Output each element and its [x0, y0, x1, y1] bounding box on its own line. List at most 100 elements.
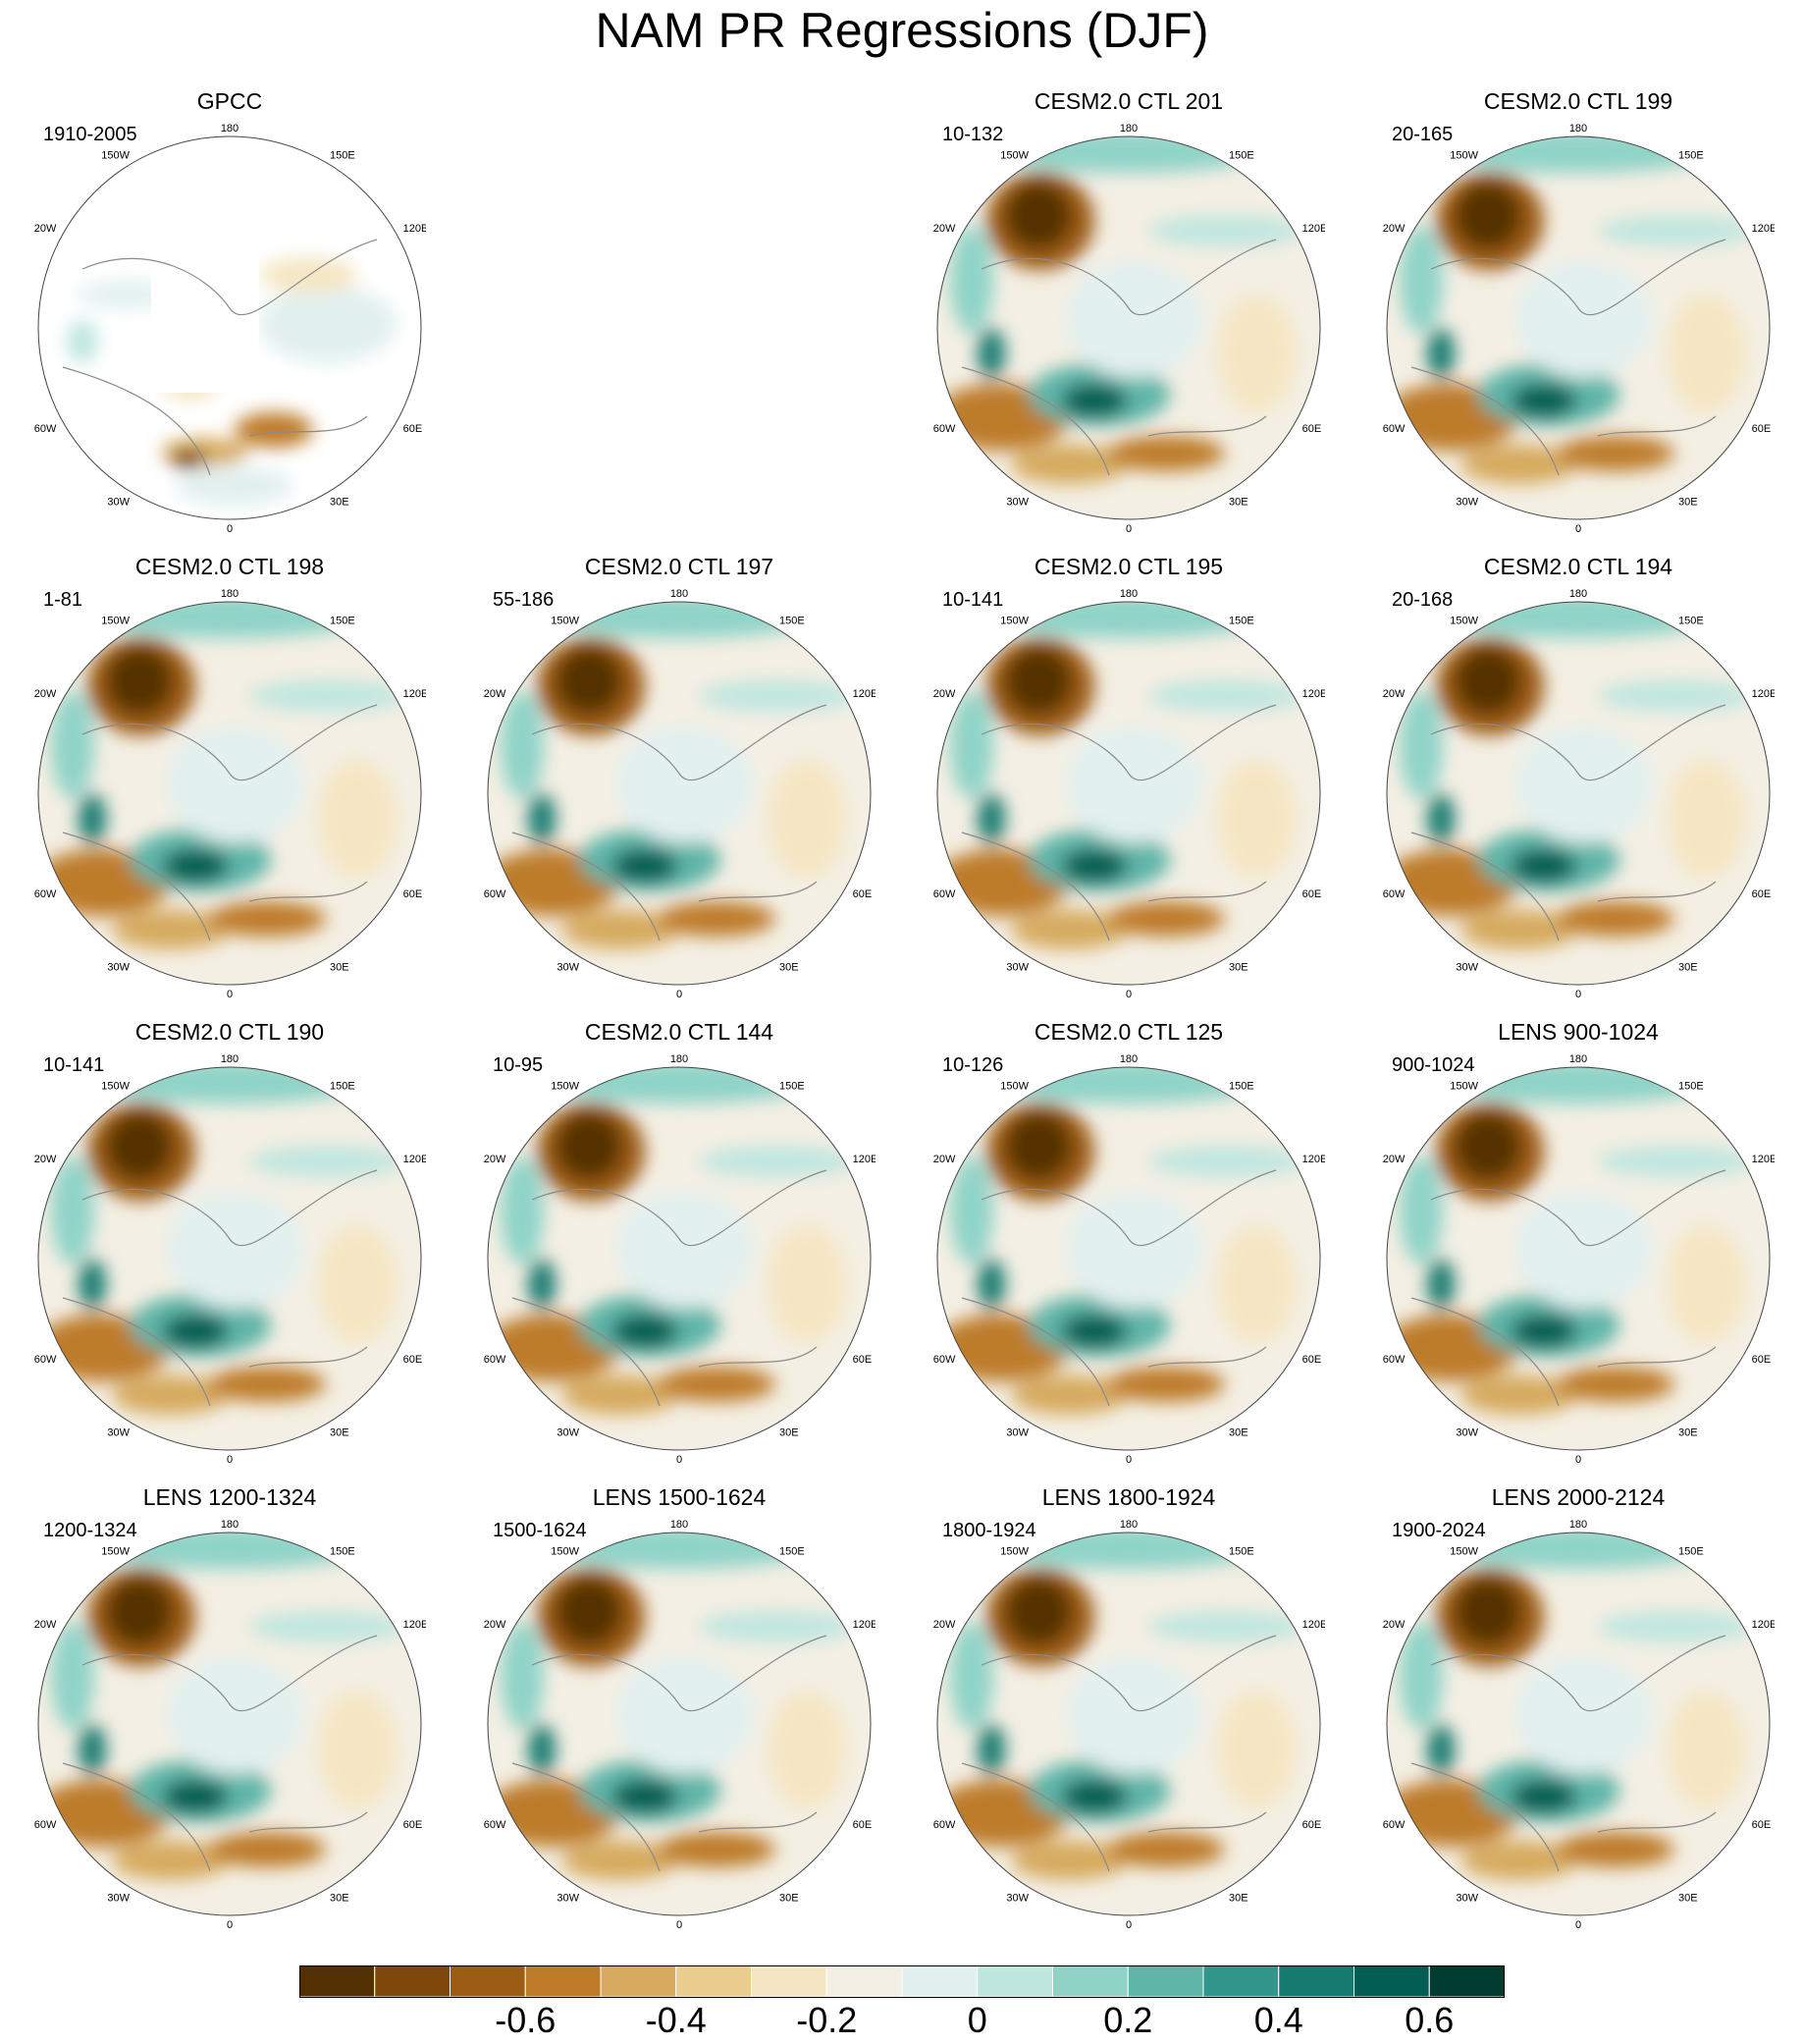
- coastline: [698, 881, 818, 902]
- longitude-label: 30E: [1229, 1427, 1248, 1439]
- mediterranean-negative: [208, 901, 326, 937]
- pacific-negative-core: [106, 1579, 173, 1645]
- longitude-label: 150W: [1000, 1545, 1029, 1557]
- longitude-label: 60E: [1752, 423, 1772, 435]
- pacific-negative-core: [1455, 1579, 1521, 1645]
- coastline: [961, 832, 1110, 941]
- longitude-label: 120E: [403, 1154, 426, 1165]
- longitude-label: 60E: [1302, 888, 1322, 900]
- longitude-label: 60E: [1302, 423, 1322, 435]
- longitude-label: 30W: [1456, 1893, 1478, 1905]
- asia-weak-negative: [1217, 1691, 1296, 1808]
- colorbar-swatch: [1127, 1965, 1204, 1998]
- longitude-label: 120E: [1752, 1619, 1775, 1631]
- longitude-label: 180: [1569, 588, 1587, 600]
- panel-period: 10-141: [942, 589, 1004, 611]
- land-anomaly: [259, 285, 397, 363]
- longitude-label: 120E: [853, 1619, 875, 1631]
- longitude-label: 120W: [33, 1154, 57, 1165]
- longitude-label: 150E: [1678, 149, 1704, 161]
- map-border: [1386, 1066, 1771, 1451]
- longitude-label: 30W: [557, 1893, 579, 1905]
- longitude-label: 150W: [1000, 615, 1029, 626]
- longitude-label: 30E: [330, 497, 349, 509]
- panel-title: CESM2.0 CTL 199: [1483, 88, 1673, 114]
- west-coast-positive: [501, 1156, 544, 1264]
- longitude-label: 180: [1120, 123, 1138, 134]
- north-atlantic-core: [162, 1779, 229, 1814]
- map-border: [1386, 135, 1771, 520]
- pacific-negative-core: [1005, 1113, 1072, 1180]
- longitude-label: 0: [227, 523, 233, 535]
- longitude-label: 30W: [1456, 962, 1478, 974]
- longitude-label: 150W: [101, 1545, 130, 1557]
- asia-weak-negative: [1667, 1225, 1745, 1343]
- longitude-label: 180: [1569, 123, 1587, 134]
- longitude-label: 30E: [330, 1427, 349, 1439]
- asia-weak-negative: [768, 760, 846, 878]
- west-coast-positive: [501, 691, 544, 799]
- longitude-label: 30E: [330, 1893, 349, 1905]
- west-coast-positive: [950, 1622, 993, 1730]
- panel-period: 1900-2024: [1392, 1520, 1486, 1541]
- arctic-weak-positive: [166, 1191, 303, 1309]
- panel-period: 1200-1324: [43, 1520, 137, 1541]
- coastline: [81, 704, 378, 781]
- coastline: [62, 1297, 211, 1407]
- longitude-label: 150E: [779, 1545, 805, 1557]
- pacific-negative-core: [1005, 1579, 1072, 1645]
- longitude-label: 0: [1126, 523, 1132, 535]
- polar-map: 030E60E90E120E150E180150W120W90W60W30W: [483, 1519, 875, 1931]
- arctic-weak-positive: [1514, 1656, 1652, 1774]
- west-coast-positive: [950, 691, 993, 799]
- west-coast-positive: [501, 1622, 544, 1730]
- coastline: [1597, 1346, 1717, 1368]
- longitude-label: 180: [1120, 1053, 1138, 1065]
- longitude-label: 30E: [1678, 1893, 1698, 1905]
- map-panel: 030E60E90E120E150E180150W120W90W60W30WCE…: [932, 1019, 1325, 1471]
- siberia-positive: [1148, 1611, 1305, 1642]
- coastline: [1147, 1346, 1267, 1368]
- longitude-label: 150W: [551, 1080, 579, 1092]
- coastline: [62, 832, 211, 941]
- map-border: [936, 135, 1321, 520]
- mediterranean-negative: [1557, 1832, 1674, 1867]
- longitude-label: 30W: [1006, 1893, 1029, 1905]
- map-border: [487, 1532, 872, 1916]
- arctic-weak-positive: [1065, 260, 1202, 378]
- pacific-negative-core: [1005, 648, 1072, 715]
- atlantic-negative-band: [1011, 910, 1129, 949]
- longitude-label: 30E: [1678, 962, 1698, 974]
- longitude-label: 150W: [101, 1080, 130, 1092]
- longitude-label: 120E: [1302, 1154, 1325, 1165]
- map-border: [37, 135, 422, 520]
- colorbar-swatch: [1278, 1965, 1354, 1998]
- polar-map: 030E60E90E120E150E180150W120W90W60W30W: [932, 1519, 1325, 1931]
- longitude-label: 120E: [1752, 1154, 1775, 1165]
- longitude-label: 180: [221, 588, 239, 600]
- longitude-label: 180: [670, 1053, 688, 1065]
- longitude-label: 0: [1575, 1454, 1581, 1466]
- asia-weak-negative: [1667, 1691, 1745, 1808]
- arctic-weak-positive: [1065, 726, 1202, 843]
- figure-title: NAM PR Regressions (DJF): [595, 3, 1209, 58]
- panel-title: CESM2.0 CTL 195: [1034, 554, 1224, 579]
- longitude-label: 60E: [1302, 1819, 1322, 1831]
- siberia-positive: [249, 1611, 406, 1642]
- longitude-label: 120W: [33, 688, 57, 700]
- colorbar-tick-label: 0: [968, 2000, 987, 2036]
- pacific-negative-core: [1455, 183, 1521, 249]
- longitude-label: 120E: [1752, 688, 1775, 700]
- longitude-label: 180: [221, 1053, 239, 1065]
- panel-title: CESM2.0 CTL 194: [1483, 554, 1673, 579]
- coastline: [1147, 881, 1267, 902]
- longitude-label: 60W: [34, 888, 57, 900]
- map-border: [37, 601, 422, 986]
- coastline: [531, 1169, 827, 1247]
- longitude-label: 60W: [933, 1819, 956, 1831]
- polar-map: 030E60E90E120E150E180150W120W90W60W30W: [1382, 1053, 1775, 1466]
- east-us-positive: [528, 793, 556, 844]
- longitude-label: 0: [1126, 1919, 1132, 1931]
- longitude-label: 150W: [101, 615, 130, 626]
- longitude-label: 60W: [1383, 888, 1406, 900]
